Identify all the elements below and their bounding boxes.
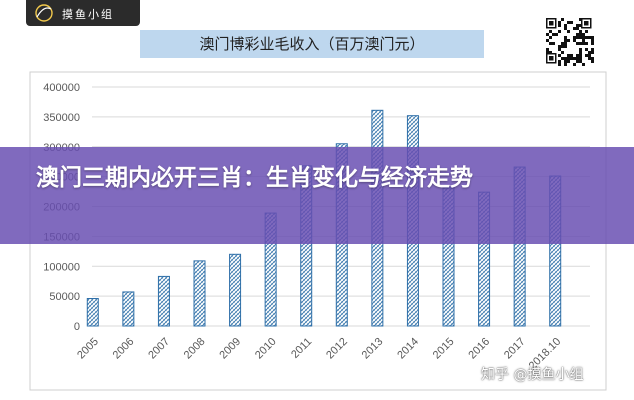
bar-2005 bbox=[86, 298, 99, 327]
x-tick-label: 2005 bbox=[75, 336, 101, 362]
watermark-text: 知乎 @摸鱼小组 bbox=[481, 367, 584, 383]
x-tick-label: 2009 bbox=[217, 336, 243, 362]
headline-text: 澳门三期内必开三肖：生肖变化与经济走势 bbox=[36, 165, 473, 191]
y-tick-label: 0 bbox=[74, 321, 80, 333]
qr-code-icon bbox=[544, 16, 594, 66]
y-tick-label: 50000 bbox=[49, 291, 80, 303]
headline-banner: 澳门三期内必开三肖：生肖变化与经济走势 bbox=[0, 147, 634, 244]
chart-title: 澳门博彩业毛收入（百万澳门元） bbox=[199, 35, 425, 53]
x-tick-label: 2014 bbox=[395, 336, 421, 362]
x-tick-label: 2013 bbox=[360, 336, 386, 362]
y-tick-label: 350000 bbox=[43, 112, 80, 124]
x-tick-label: 2008 bbox=[182, 336, 208, 362]
x-tick-label: 2017 bbox=[502, 336, 528, 362]
logo-text: 摸鱼小组 bbox=[62, 8, 114, 21]
x-tick-label: 2015 bbox=[431, 336, 457, 362]
x-tick-label: 2016 bbox=[466, 336, 492, 362]
x-tick-label: 2007 bbox=[146, 336, 172, 362]
x-tick-label: 2012 bbox=[324, 336, 350, 362]
y-tick-label: 100000 bbox=[43, 261, 80, 273]
fish-logo-icon bbox=[35, 4, 53, 22]
chart-title-box: 澳门博彩业毛收入（百万澳门元） bbox=[140, 30, 484, 58]
x-tick-label: 2006 bbox=[111, 336, 137, 362]
bar-2009 bbox=[229, 253, 242, 327]
brand-logo: 摸鱼小组 bbox=[26, 0, 140, 26]
x-tick-label: 2011 bbox=[289, 336, 314, 361]
bar-2008 bbox=[193, 260, 206, 327]
bar-2007 bbox=[157, 275, 170, 327]
bar-2006 bbox=[122, 291, 135, 327]
y-tick-label: 400000 bbox=[43, 82, 80, 94]
x-tick-label: 2010 bbox=[253, 336, 279, 362]
